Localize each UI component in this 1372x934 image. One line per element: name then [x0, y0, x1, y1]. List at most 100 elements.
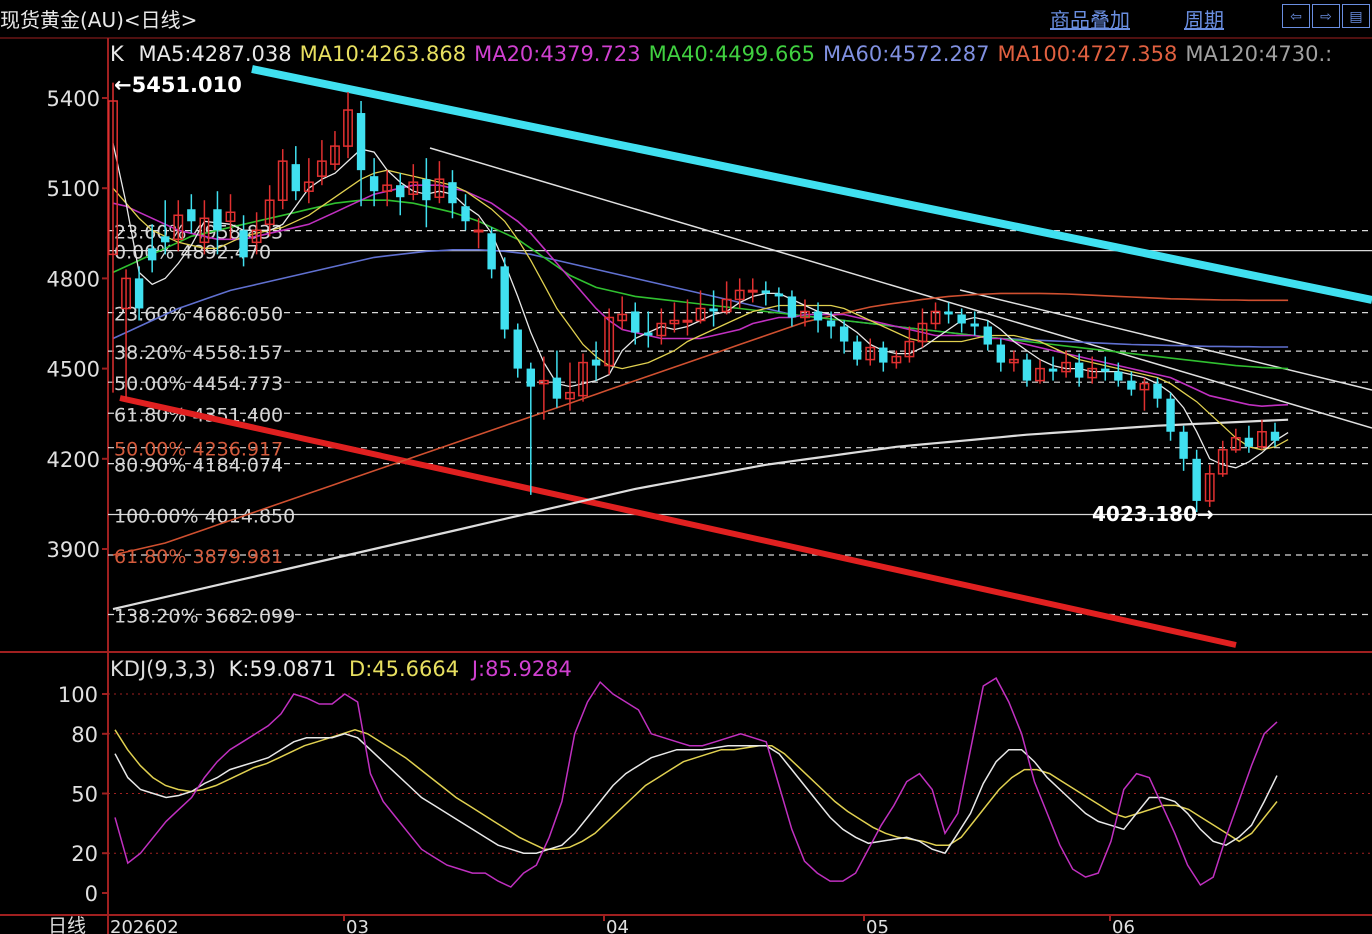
fib-level-label: 38.20% 4558.157	[114, 342, 283, 364]
candle-body-down	[369, 176, 379, 192]
candle-body-down	[147, 248, 157, 261]
time-axis: 日线 202602 03 04 05 06	[48, 915, 1135, 934]
candle-body-up	[173, 214, 184, 241]
kdj-j-value: J:85.9284	[471, 657, 572, 681]
candle-body-down	[944, 311, 953, 315]
support-trendline	[119, 395, 1237, 648]
candle-body-down	[957, 314, 966, 324]
candle-body-up	[800, 310, 810, 319]
candle-body-up	[264, 199, 275, 226]
moving-averages	[112, 142, 1289, 611]
candle-body-down	[1166, 398, 1175, 432]
ma-items: MA5:4287.038 MA10:4263.868 MA20:4379.723 MA…	[138, 42, 1340, 66]
kdj-name: KDJ(9,3,3)	[110, 657, 216, 681]
fib-level-label: 61.80% 3879.981	[114, 546, 283, 568]
candle-body-down	[853, 341, 862, 360]
kdj-k-line	[114, 733, 1278, 855]
thin-trendline-2	[959, 289, 1372, 391]
candle-body-up	[669, 319, 680, 325]
candle-body-down	[291, 164, 300, 192]
candle-body-up	[656, 322, 667, 337]
candlesticks: ←5451.010 4023.180→	[108, 73, 1280, 526]
candle-body-up	[1061, 361, 1072, 373]
candle-body-up	[1256, 430, 1267, 448]
candle-body-down	[1127, 380, 1136, 390]
kdj-panel: 100 80 50 20 0	[58, 677, 1372, 906]
price-tick-label: 3900	[47, 538, 100, 562]
layout-button[interactable]: ▤	[1342, 4, 1370, 28]
ma-legend-item: MA10:4263.868	[299, 42, 467, 66]
x-axis-label: 03	[346, 917, 369, 934]
candle-body-up	[617, 313, 628, 322]
candle-body-down	[1074, 362, 1084, 378]
candle-body-up	[930, 310, 941, 325]
fib-level-label: 50.00% 4236.917	[114, 439, 283, 461]
ma120-line	[112, 418, 1289, 611]
candle-body-up	[1087, 367, 1098, 379]
candle-body-up	[1217, 449, 1228, 475]
candle-body-up	[199, 217, 210, 244]
candle-body-down	[526, 368, 535, 387]
ma100-line	[112, 292, 1289, 556]
candle-body-down	[1244, 437, 1254, 447]
candle-body-down	[1101, 368, 1110, 372]
ma-legend-item: MA5:4287.038	[138, 42, 292, 66]
candle-body-up	[695, 307, 706, 322]
fib-level-label: 80.90% 4184.074	[114, 455, 283, 477]
x-axis-label: 06	[1112, 917, 1135, 934]
x-axis-label: 05	[866, 917, 889, 934]
candle-body-up	[1139, 382, 1150, 391]
kdj-tick-label: 0	[85, 882, 98, 906]
candle-body-down	[631, 311, 640, 333]
candle-body-down	[396, 185, 405, 198]
thin-trendline	[429, 147, 1372, 429]
price-tick-label: 5400	[47, 87, 100, 111]
candle-body-down	[813, 311, 823, 321]
candle-body-down	[422, 179, 431, 201]
kdj-legend: KDJ(9,3,3) K:59.0871 D:45.6664 J:85.9284	[110, 657, 578, 681]
candle-body-down	[1022, 359, 1032, 381]
ma-legend-item: MA60:4572.287	[823, 42, 990, 66]
commodity-overlay-link[interactable]: 商品叠加	[1050, 8, 1130, 32]
candle-body-up	[721, 298, 732, 313]
candle-body-down	[591, 359, 601, 366]
period-link[interactable]: 周期	[1184, 8, 1224, 32]
fib-level-label: 138.20% 3682.099	[114, 606, 295, 628]
candle-body-up	[891, 355, 902, 364]
candle-body-up	[225, 211, 236, 223]
price-axis: 5400 5100 4800 4500 4200 3900	[47, 87, 108, 562]
candle-body-up	[917, 322, 928, 343]
ma-legend-item: MA20:4379.723	[474, 42, 641, 66]
kdj-tick-label: 20	[71, 842, 98, 866]
candle-body-up	[904, 340, 915, 358]
candle-body-up	[316, 160, 327, 177]
candle-body-up	[1008, 358, 1019, 364]
scroll-right-button[interactable]: ⇨	[1312, 4, 1340, 28]
candle-body-up	[473, 229, 484, 233]
k-label: K	[110, 42, 124, 66]
candle-body-up	[408, 181, 419, 195]
candle-body-up	[121, 277, 132, 310]
scroll-left-button[interactable]: ⇦	[1282, 4, 1310, 28]
ma-legend-item: MA120:4730.:	[1185, 42, 1333, 66]
candle-body-down	[983, 326, 992, 345]
candle-body-down	[500, 266, 509, 330]
candle-body-up	[747, 289, 758, 293]
candle-body-down	[787, 296, 797, 318]
price-tick-label: 4500	[47, 358, 100, 382]
candle-body-down	[996, 344, 1006, 363]
candle-body-down	[1179, 431, 1188, 459]
kdj-tick-label: 100	[58, 683, 98, 707]
kdj-d-line	[114, 729, 1278, 850]
high-price-label: ←5451.010	[114, 73, 242, 97]
price-tick-label: 5100	[47, 177, 100, 201]
candle-body-down	[1270, 431, 1280, 441]
price-tick-label: 4800	[47, 267, 100, 291]
candle-body-up	[330, 145, 340, 165]
candle-body-up	[865, 346, 876, 361]
candle-body-down	[879, 347, 888, 363]
candle-body-down	[1192, 458, 1201, 501]
fib-level-label: 100.00% 4014.850	[114, 505, 295, 527]
candle-body-down	[161, 236, 170, 243]
